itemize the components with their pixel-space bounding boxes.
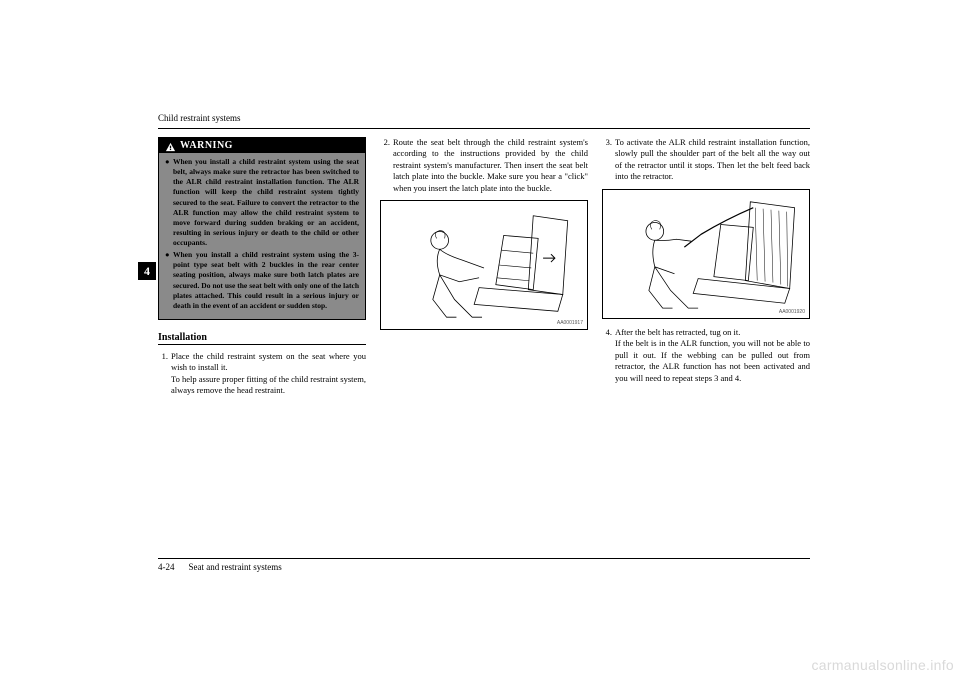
- footer-section-title: Seat and restraint systems: [189, 562, 282, 572]
- figure-step3: AA0001920: [602, 189, 810, 319]
- step-1: 1. Place the child restraint system on t…: [158, 351, 366, 397]
- warning-item: ● When you install a child restraint sys…: [165, 157, 359, 248]
- column-1: WARNING ● When you install a child restr…: [158, 137, 366, 401]
- step-text-2: To help assure proper fitting of the chi…: [171, 374, 366, 395]
- step-text-2: If the belt is in the ALR function, you …: [615, 338, 810, 382]
- page-footer: 4-24 Seat and restraint systems: [158, 558, 810, 572]
- step-text: After the belt has retracted, tug on it.: [615, 327, 740, 337]
- warning-body: ● When you install a child restraint sys…: [159, 153, 365, 319]
- section-number: 4: [144, 264, 150, 279]
- warning-header: WARNING: [159, 138, 365, 153]
- step-number: 3.: [602, 137, 612, 183]
- page-content: Child restraint systems WARNING ● When y…: [158, 108, 810, 588]
- warning-text-2: When you install a child restraint syste…: [173, 250, 359, 311]
- step-body: After the belt has retracted, tug on it.…: [615, 327, 810, 384]
- step-text: Route the seat belt through the child re…: [393, 137, 588, 194]
- bullet-icon: ●: [165, 250, 173, 311]
- installation-heading: Installation: [158, 332, 366, 345]
- step-text: To activate the ALR child restraint inst…: [615, 137, 810, 183]
- bullet-icon: ●: [165, 157, 173, 248]
- page-number: 4-24: [158, 562, 175, 572]
- step-2: 2. Route the seat belt through the child…: [380, 137, 588, 194]
- watermark: carmanualsonline.info: [812, 657, 955, 673]
- warning-box: WARNING ● When you install a child restr…: [158, 137, 366, 320]
- step-4: 4. After the belt has retracted, tug on …: [602, 327, 810, 384]
- step-text: Place the child restraint system on the …: [171, 351, 366, 372]
- warning-triangle-icon: [165, 140, 176, 151]
- figure-step2: AA0001917: [380, 200, 588, 330]
- column-3: 3. To activate the ALR child restraint i…: [602, 137, 810, 401]
- step-body: Place the child restraint system on the …: [171, 351, 366, 397]
- child-seat-install-illustration: [381, 201, 587, 329]
- columns: WARNING ● When you install a child restr…: [158, 137, 810, 401]
- warning-item: ● When you install a child restraint sys…: [165, 250, 359, 311]
- warning-title: WARNING: [180, 140, 233, 151]
- step-number: 1.: [158, 351, 168, 397]
- page-title: Child restraint systems: [158, 113, 241, 123]
- page-header: Child restraint systems: [158, 108, 810, 129]
- belt-pull-illustration: [603, 190, 809, 318]
- warning-text-1: When you install a child restraint syste…: [173, 157, 359, 248]
- step-number: 2.: [380, 137, 390, 194]
- figure-code: AA0001917: [557, 320, 583, 326]
- step-number: 4.: [602, 327, 612, 384]
- column-2: 2. Route the seat belt through the child…: [380, 137, 588, 401]
- section-tab: 4: [138, 262, 156, 280]
- figure-code: AA0001920: [779, 309, 805, 315]
- step-3: 3. To activate the ALR child restraint i…: [602, 137, 810, 183]
